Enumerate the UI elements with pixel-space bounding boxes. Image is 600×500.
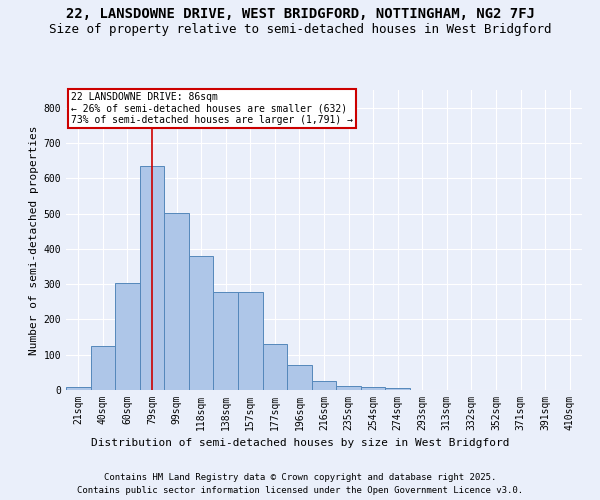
Text: Distribution of semi-detached houses by size in West Bridgford: Distribution of semi-detached houses by … — [91, 438, 509, 448]
Bar — [164, 213, 189, 390]
Bar — [238, 292, 263, 390]
Bar — [66, 387, 91, 390]
Y-axis label: Number of semi-detached properties: Number of semi-detached properties — [29, 125, 40, 355]
Bar — [336, 386, 361, 390]
Bar — [263, 344, 287, 390]
Bar — [189, 256, 214, 390]
Bar — [91, 346, 115, 390]
Bar — [361, 387, 385, 390]
Bar — [385, 388, 410, 390]
Bar — [312, 381, 336, 390]
Bar — [214, 292, 238, 390]
Bar — [115, 284, 140, 390]
Text: Size of property relative to semi-detached houses in West Bridgford: Size of property relative to semi-detach… — [49, 22, 551, 36]
Text: 22, LANSDOWNE DRIVE, WEST BRIDGFORD, NOTTINGHAM, NG2 7FJ: 22, LANSDOWNE DRIVE, WEST BRIDGFORD, NOT… — [65, 8, 535, 22]
Bar — [287, 364, 312, 390]
Text: Contains public sector information licensed under the Open Government Licence v3: Contains public sector information licen… — [77, 486, 523, 495]
Text: Contains HM Land Registry data © Crown copyright and database right 2025.: Contains HM Land Registry data © Crown c… — [104, 472, 496, 482]
Text: 22 LANSDOWNE DRIVE: 86sqm
← 26% of semi-detached houses are smaller (632)
73% of: 22 LANSDOWNE DRIVE: 86sqm ← 26% of semi-… — [71, 92, 353, 124]
Bar — [140, 166, 164, 390]
